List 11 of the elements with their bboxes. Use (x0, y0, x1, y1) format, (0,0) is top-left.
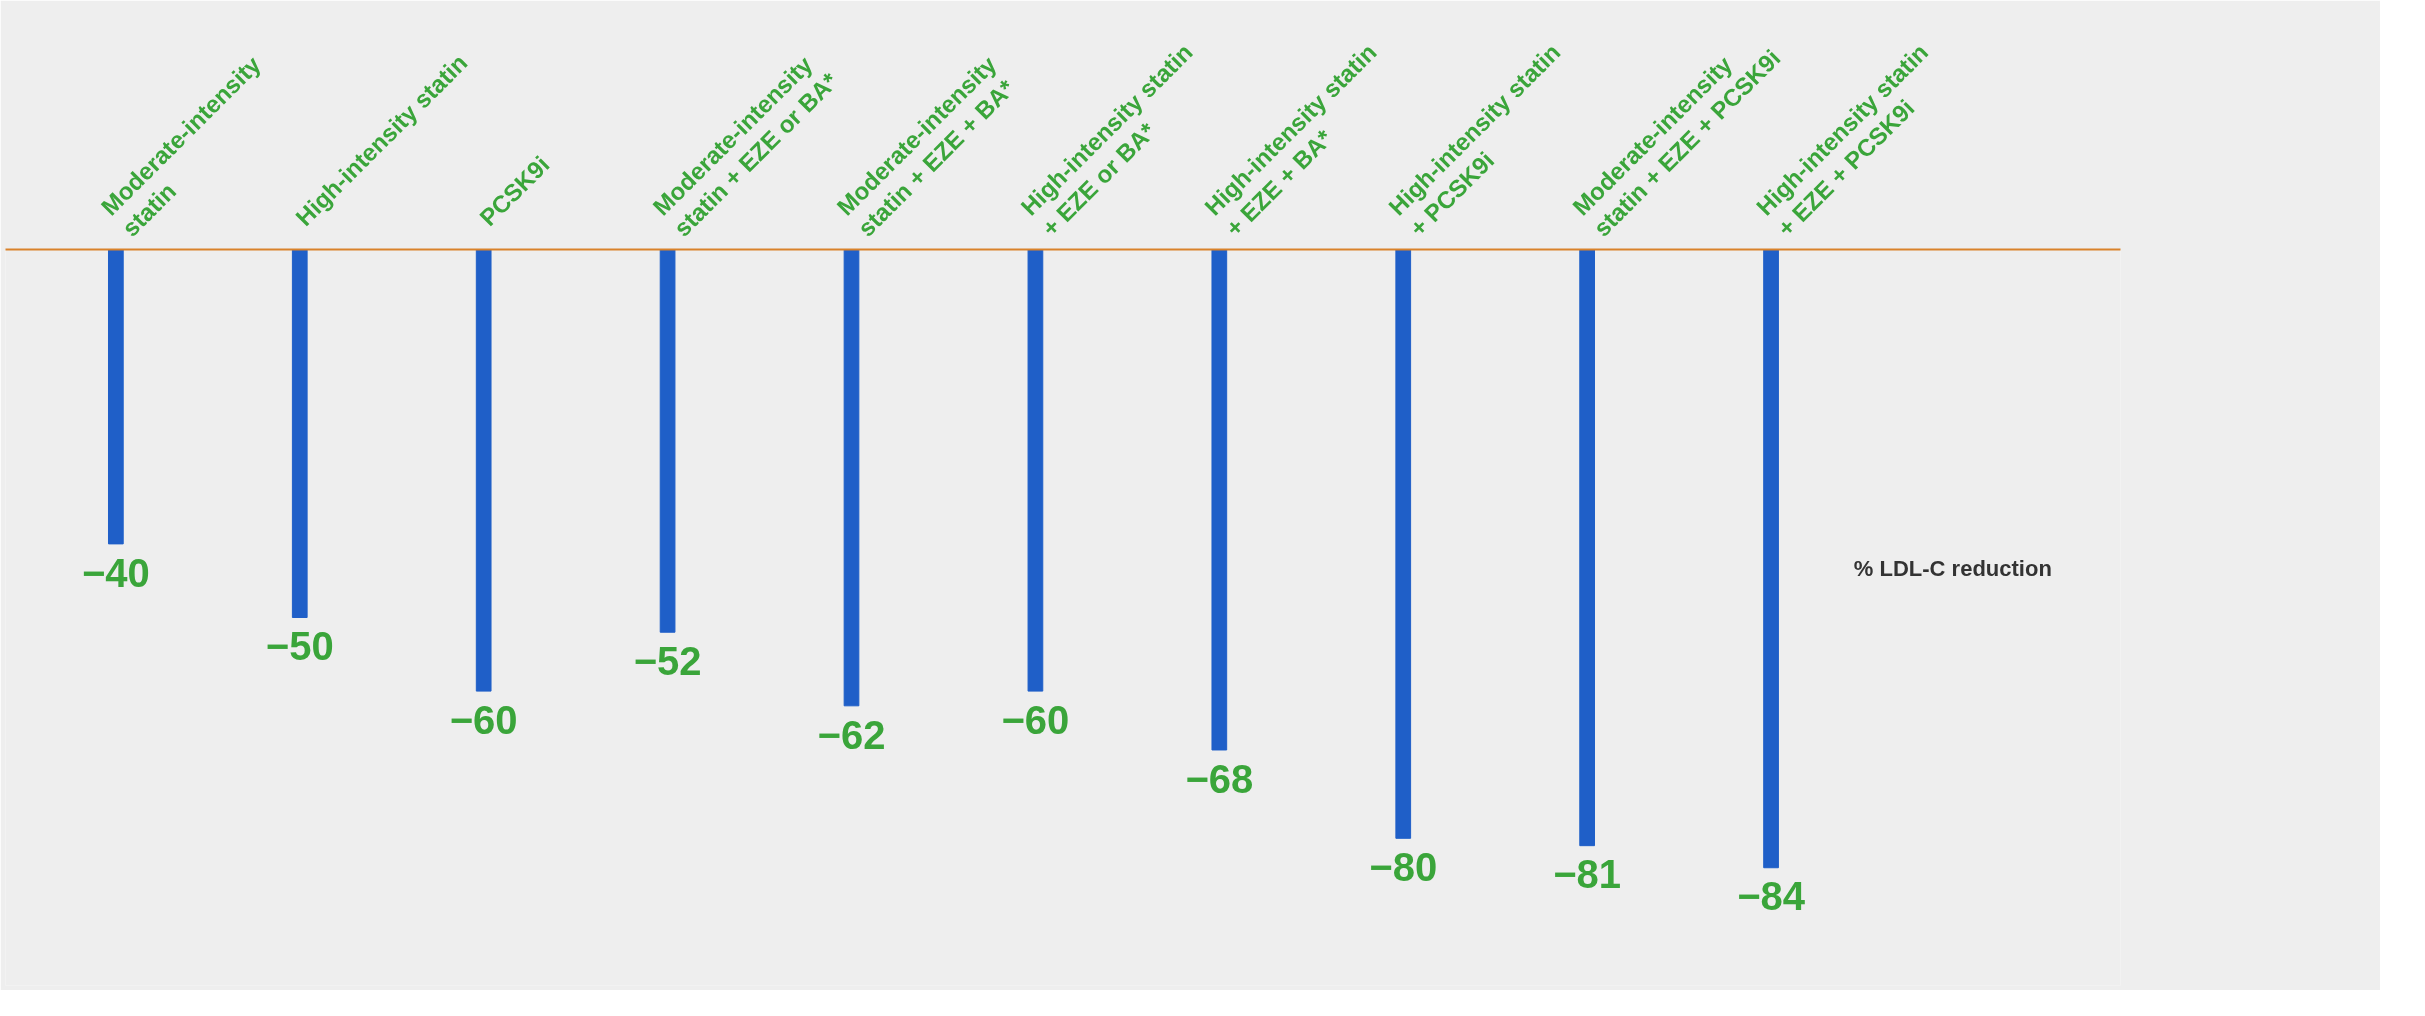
data-label: −84 (1737, 874, 1806, 919)
data-label: −60 (1001, 697, 1070, 742)
data-label: −80 (1369, 845, 1438, 890)
data-label: −40 (81, 550, 150, 595)
data-label: −52 (633, 638, 702, 683)
data-label: −81 (1553, 852, 1622, 897)
data-label: −50 (265, 624, 334, 669)
data-label: −62 (817, 712, 886, 757)
annotation: % LDL-C reduction (1853, 555, 2052, 581)
data-label: −68 (1185, 756, 1254, 801)
data-label: −60 (449, 697, 518, 742)
